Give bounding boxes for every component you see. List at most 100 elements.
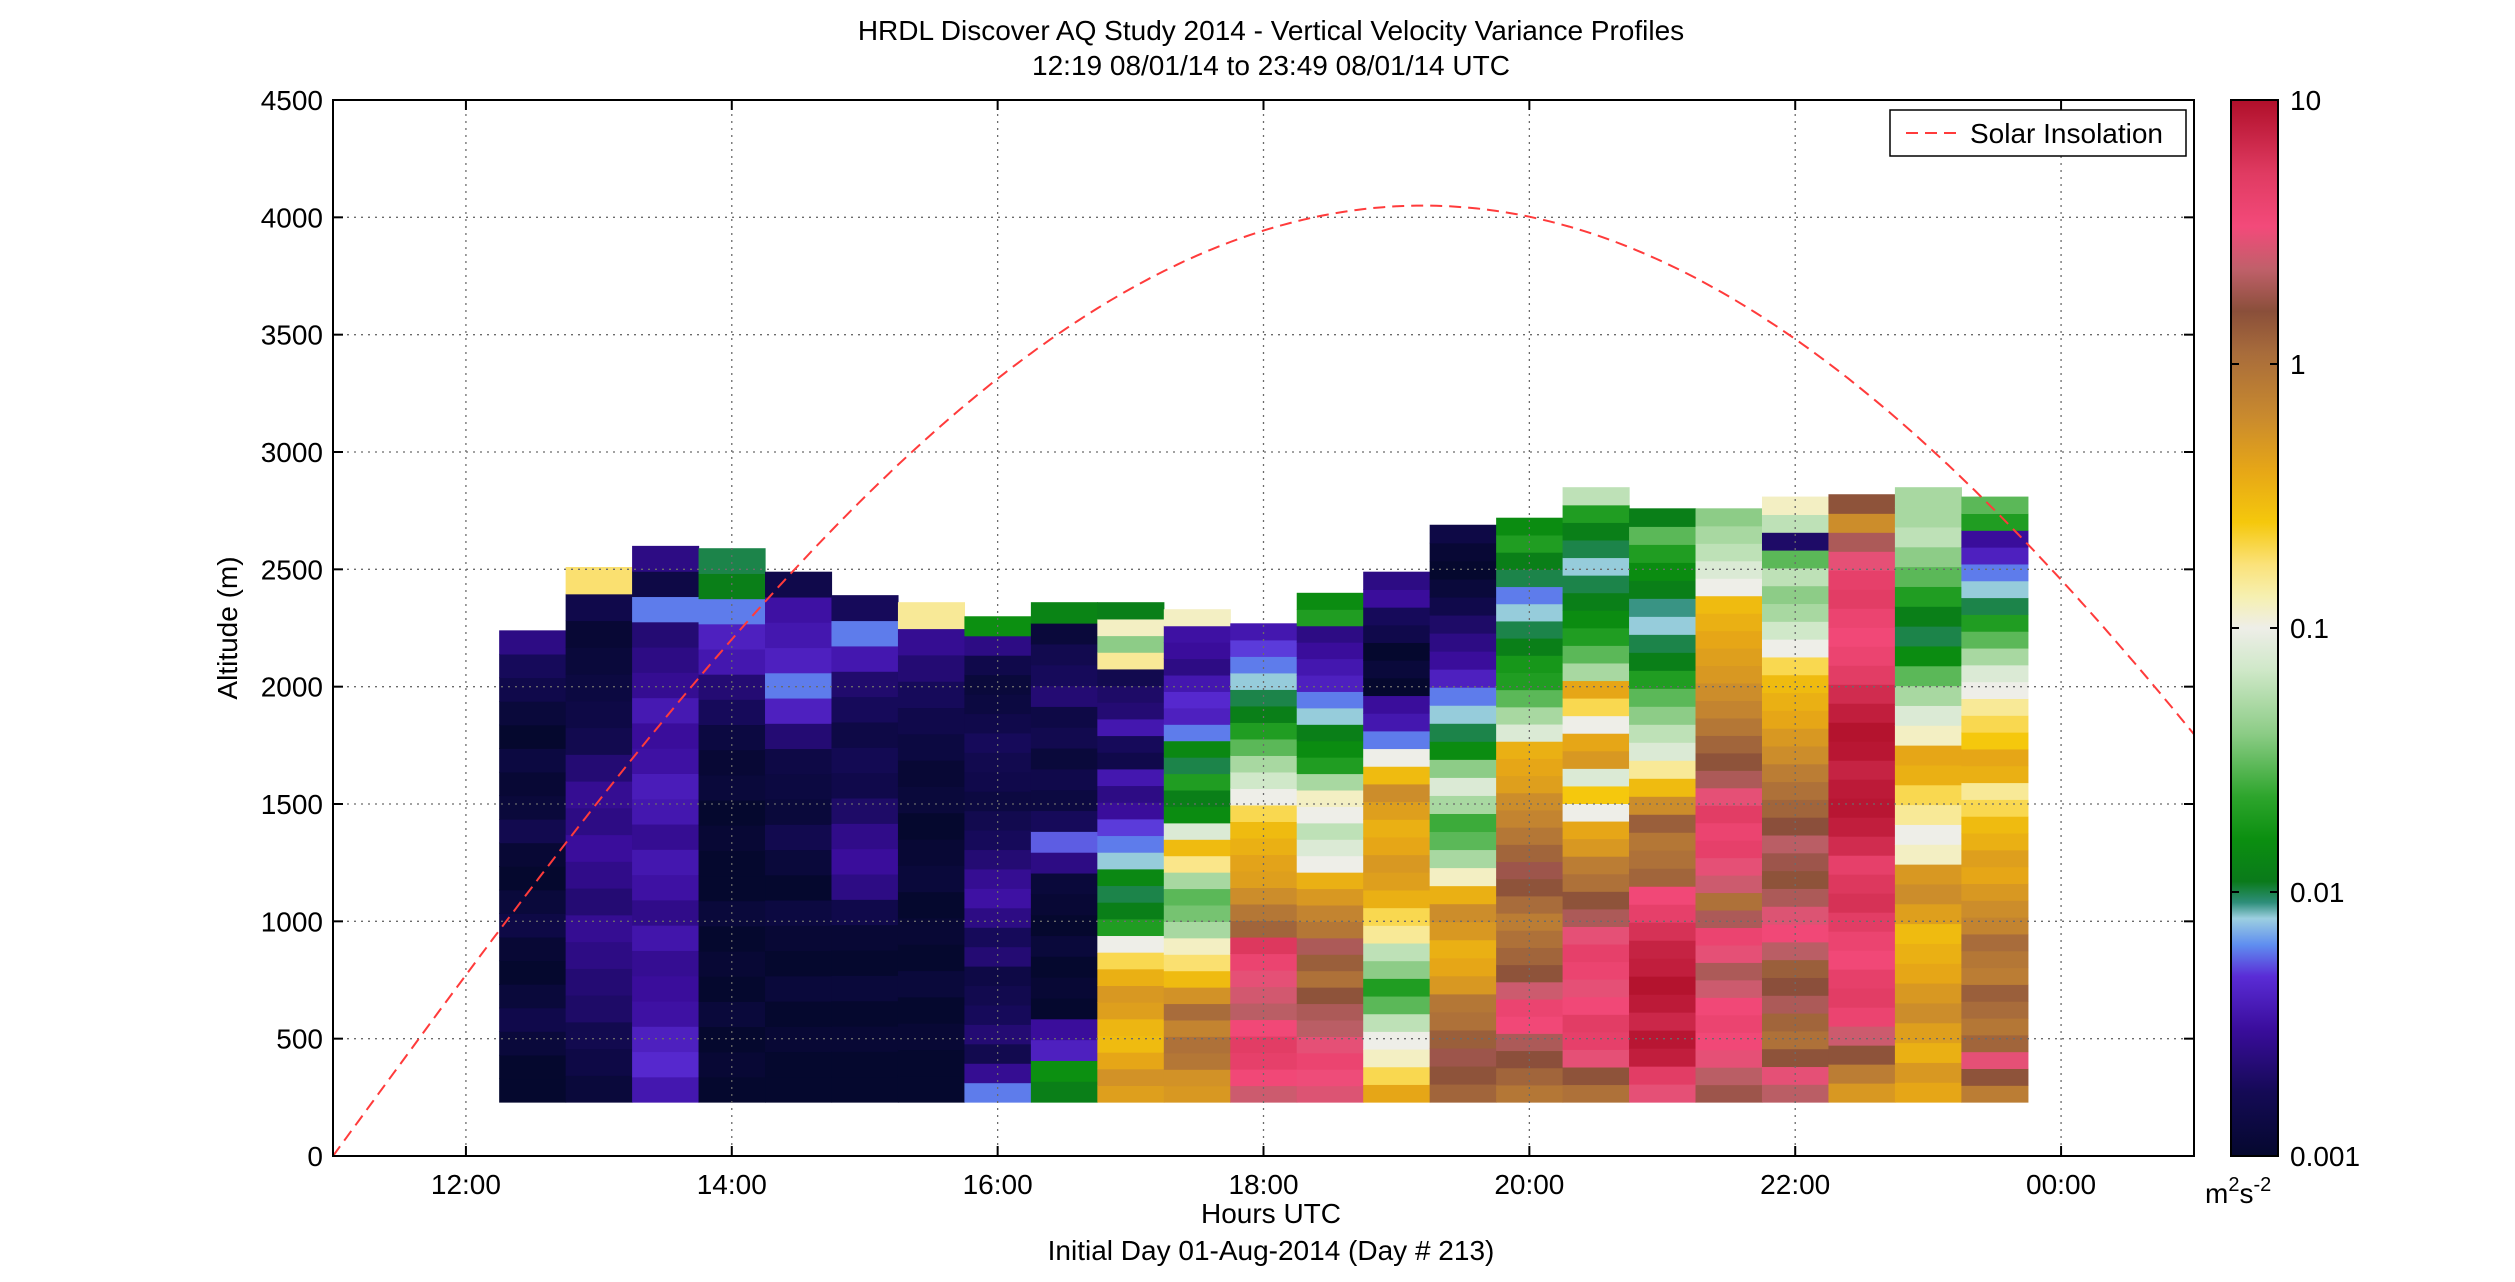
heatmap-cell-17-31 (1629, 526, 1697, 545)
heatmap-cell-10-2 (1163, 1052, 1231, 1070)
heatmap-cell-0-16 (499, 701, 567, 726)
heatmap-cell-10-21 (1163, 740, 1231, 758)
heatmap-cell-9-23 (1097, 702, 1165, 720)
heatmap-cell-2-0 (632, 1076, 700, 1103)
heatmap-cell-17-13 (1629, 850, 1697, 869)
heatmap-cell-20-5 (1828, 988, 1896, 1008)
heatmap-cell-19-19 (1761, 745, 1830, 765)
heatmap-cell-17-16 (1629, 796, 1697, 815)
heatmap-cell-20-12 (1828, 855, 1896, 875)
heatmap-cell-1-12 (565, 754, 633, 782)
heatmap-cell-18-5 (1695, 997, 1763, 1016)
heatmap-cell-13-14 (1363, 836, 1431, 856)
heatmap-cell-19-13 (1761, 852, 1830, 872)
heatmap-cell-22-11 (1961, 900, 2029, 918)
heatmap-cell-5-17 (831, 645, 899, 672)
heatmap-cell-4-14 (765, 723, 833, 750)
heatmap-cell-5-3 (831, 1000, 899, 1027)
heatmap-cell-22-31 (1961, 563, 2029, 582)
heatmap-cell-8-11 (1030, 852, 1098, 874)
heatmap-cell-4-2 (765, 1026, 833, 1053)
heatmap-cell-8-10 (1030, 872, 1098, 895)
heatmap-cell-0-14 (499, 748, 567, 773)
heatmap-cell-7-14 (964, 810, 1032, 831)
heatmap-cell-10-15 (1163, 839, 1231, 857)
heatmap-cell-0-19 (499, 630, 567, 655)
heatmap-cell-12-25 (1296, 674, 1364, 692)
heatmap-cell-7-5 (964, 985, 1032, 1006)
heatmap-cell-2-18 (632, 621, 700, 648)
heatmap-cell-15-8 (1496, 947, 1564, 966)
heatmap-cell-10-23 (1163, 707, 1231, 725)
x-tick-label: 16:00 (963, 1169, 1033, 1200)
heatmap-cell-15-30 (1496, 569, 1564, 588)
heatmap-cell-7-8 (964, 927, 1032, 948)
curve-layer (333, 204, 2194, 1156)
heatmap-cell-6-0 (897, 1075, 966, 1103)
heatmap-cell-19-15 (1761, 817, 1830, 836)
heatmap-cell-8-23 (1030, 602, 1098, 624)
heatmap-cell-6-14 (897, 707, 966, 735)
heatmap-cell-0-18 (499, 653, 567, 679)
heatmap-cell-20-27 (1828, 570, 1896, 590)
x-tick-label: 14:00 (697, 1169, 767, 1200)
heatmap-cell-13-5 (1363, 995, 1431, 1015)
heatmap-cell-17-17 (1629, 778, 1697, 797)
heatmap-cell-13-8 (1363, 942, 1431, 962)
heatmap-cell-21-3 (1894, 1022, 1962, 1044)
heatmap-cell-16-30 (1562, 557, 1630, 576)
heatmap-cell-21-20 (1894, 685, 1962, 706)
heatmap-cell-14-14 (1429, 831, 1497, 851)
heatmap-cell-16-19 (1562, 750, 1630, 769)
heatmap-cell-19-30 (1761, 550, 1830, 569)
solar-insolation-curve (333, 204, 2194, 1156)
heatmap-cell-17-0 (1629, 1084, 1697, 1103)
heatmap-cell-12-11 (1296, 904, 1364, 922)
heatmap-cell-18-1 (1695, 1067, 1763, 1086)
y-tick-label: 2000 (261, 672, 323, 703)
heatmap-cell-6-13 (897, 733, 966, 761)
heatmap-cell-5-16 (831, 671, 899, 698)
heatmap-cell-18-16 (1695, 805, 1763, 824)
heatmap-cell-18-21 (1695, 717, 1763, 736)
heatmap-cell-21-27 (1894, 546, 1962, 568)
heatmap-cell-18-20 (1695, 735, 1763, 754)
heatmap-cell-16-3 (1562, 1031, 1630, 1050)
heatmap-cell-16-24 (1562, 662, 1630, 682)
heatmap-cell-16-2 (1562, 1049, 1630, 1068)
heatmap-cell-1-7 (565, 888, 633, 916)
heatmap-cell-22-26 (1961, 647, 2029, 666)
heatmap-cell-14-24 (1429, 651, 1497, 670)
colorbar-tick-label: 0.01 (2290, 877, 2345, 908)
heatmap-cell-22-18 (1961, 782, 2029, 800)
heatmap-cell-11-12 (1230, 887, 1298, 905)
heatmap-cell-21-6 (1894, 963, 1962, 984)
heatmap-cell-17-12 (1629, 868, 1697, 887)
heatmap-cell-22-33 (1961, 530, 2029, 548)
heatmap-cell-18-0 (1695, 1084, 1763, 1103)
heatmap-cell-9-25 (1097, 668, 1165, 687)
heatmap-cell-22-30 (1961, 580, 2029, 599)
heatmap-cell-20-11 (1828, 874, 1896, 894)
heatmap-cell-22-22 (1961, 715, 2029, 733)
heatmap-cell-22-6 (1961, 984, 2029, 1002)
heatmap-cell-1-1 (565, 1048, 633, 1076)
x-tick-label: 12:00 (431, 1169, 501, 1200)
heatmap-cell-22-19 (1961, 765, 2029, 784)
heatmap-cell-13-29 (1363, 571, 1431, 590)
heatmap-cell-18-7 (1695, 962, 1763, 981)
heatmap-cell-8-2 (1030, 1039, 1098, 1061)
heatmap-cell-15-7 (1496, 964, 1564, 983)
heatmap-cell-16-9 (1562, 926, 1630, 945)
heatmap-cell-20-29 (1828, 532, 1896, 552)
heatmap-cell-14-22 (1429, 687, 1497, 706)
heatmap-cell-6-11 (897, 786, 966, 814)
heatmap-cell-12-30 (1296, 592, 1364, 610)
heatmap-cell-8-17 (1030, 727, 1098, 749)
heatmap-cell-7-13 (964, 830, 1032, 851)
heatmap-cell-20-15 (1828, 798, 1896, 818)
heatmap-cell-17-1 (1629, 1066, 1697, 1085)
heatmap-cell-5-0 (831, 1076, 899, 1103)
heatmap-cell-15-27 (1496, 620, 1564, 639)
heatmap-cell-10-10 (1163, 921, 1231, 939)
